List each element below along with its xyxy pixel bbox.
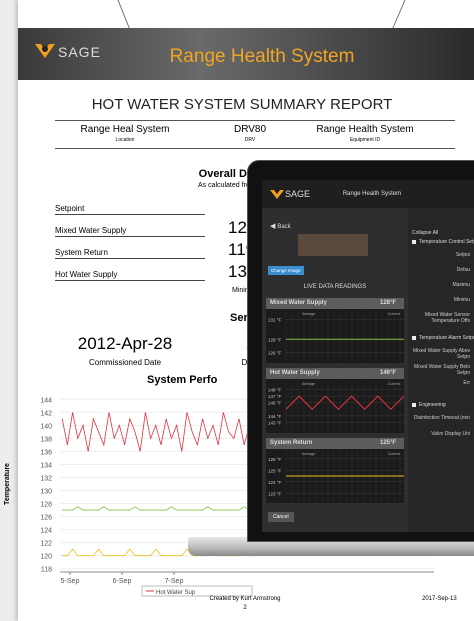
y-tick-label: 132	[40, 475, 52, 482]
logo: SAGE	[58, 44, 101, 60]
mini-chart: 148 °F147 °F 146 °F 144 °F143 °F Average Cur…	[266, 379, 404, 433]
series-line	[62, 507, 254, 510]
thumbnail	[298, 234, 368, 256]
y-tick-label: 134	[40, 462, 52, 469]
app-title: Range Health System	[343, 191, 401, 197]
setting-label: Disinfection Timeout (min	[412, 415, 470, 421]
mini-chart: 126 °F 125 °F 124 °F 123 °F Average Current	[266, 449, 404, 503]
y-tick-label: 146 °F	[268, 401, 282, 406]
group-title: Engineering	[419, 402, 446, 408]
cancel-button[interactable]: Cancel	[268, 512, 294, 522]
y-tick-label: 126 °F	[268, 457, 282, 462]
rule	[55, 120, 455, 121]
y-tick-label: 120	[40, 554, 52, 561]
setting-label: Err	[412, 380, 470, 386]
screen: SAGE Range Health System ◀ Back Change I…	[262, 180, 474, 532]
panel-reading: 125°F	[380, 440, 396, 446]
y-tick-label: 126 °F	[268, 350, 282, 355]
collapse-all[interactable]: Collapse All	[412, 230, 438, 236]
page: SAGE Range Health System HOT WATER SYSTE…	[0, 0, 474, 621]
setting-label: Valve Display Uni	[412, 431, 470, 437]
setting-label: Minimu	[412, 297, 470, 303]
x-tick-label: 7-Sep	[165, 578, 184, 585]
y-tick-label: 131 °F	[268, 318, 282, 323]
info-value: Range Health System	[316, 124, 413, 135]
average-label: Average	[302, 312, 315, 316]
y-tick-label: 128 °F	[268, 337, 282, 342]
info-label: DRV	[245, 137, 255, 143]
report-title: HOT WATER SYSTEM SUMMARY REPORT	[92, 96, 393, 113]
y-tick-label: 138	[40, 436, 52, 443]
current-label: Current	[388, 452, 400, 456]
y-tick-label: 123 °F	[268, 491, 282, 496]
info-value: DRV80	[234, 124, 266, 135]
x-tick-label: 6-Sep	[113, 578, 132, 585]
page-number: 2	[243, 605, 246, 611]
logo: SAGE	[285, 189, 310, 199]
checkbox	[412, 403, 416, 407]
y-tick-label: 128	[40, 502, 52, 509]
setting-label: Mixed Water Supply Belo Setpo	[412, 364, 470, 376]
footer-credit: Created by Kurt Armstrong	[209, 596, 280, 602]
panel-name: Hot Water Supply	[270, 370, 320, 376]
mini-chart: 131 °F 128 °F 126 °F Average Current	[266, 309, 404, 363]
commissioned-date: 2012-Apr-28	[78, 334, 173, 354]
x-tick-label: 5-Sep	[61, 578, 80, 585]
checkbox	[412, 336, 416, 340]
panel-reading: 146°F	[380, 370, 396, 376]
average-label: Average	[302, 452, 315, 456]
row-label: Mixed Water Supply	[55, 226, 205, 237]
y-axis-label: Temperature	[4, 463, 11, 505]
y-tick-label: 148 °F	[268, 388, 282, 393]
info-value: Range Heal System	[81, 124, 170, 135]
row-label: System Return	[55, 248, 205, 259]
group-title: Temperature Alarm Setpo	[419, 335, 474, 341]
setting-label: Maximu	[412, 282, 470, 288]
panel-name: Mixed Water Supply	[270, 300, 327, 306]
y-tick-label: 125 °F	[268, 468, 282, 473]
series-line	[62, 412, 254, 451]
panel-reading: 128°F	[380, 300, 396, 306]
change-image-button[interactable]: Change Image	[268, 266, 304, 275]
info-label: Location	[116, 137, 135, 143]
legend-label: Hot Water Sup	[156, 590, 196, 596]
logo-icon	[270, 188, 284, 200]
group-title: Temperature Control Setp	[419, 239, 474, 245]
y-tick-label: 144	[40, 397, 52, 404]
setting-label: Defau	[412, 267, 470, 273]
y-tick-label: 124 °F	[268, 480, 282, 485]
info-label: Equipment ID	[350, 137, 380, 143]
row-label: Setpoint	[55, 204, 205, 215]
current-label: Current	[388, 312, 400, 316]
current-label: Current	[388, 382, 400, 386]
rule	[55, 148, 455, 149]
row-label: Hot Water Supply	[55, 270, 205, 281]
y-tick-label: 130	[40, 489, 52, 496]
panel-name: System Return	[270, 440, 312, 446]
y-tick-label: 140	[40, 423, 52, 430]
back-button[interactable]: ◀ Back	[270, 222, 291, 230]
setting-label: Mixed Water Sensor Temperature Offs	[412, 312, 470, 324]
y-tick-label: 142	[40, 410, 52, 417]
y-tick-label: 143 °F	[268, 420, 282, 425]
y-tick-label: 118	[41, 567, 52, 574]
setting-label: Setpoi	[412, 252, 470, 258]
logo-icon	[34, 40, 56, 60]
chart-title: System Perfo	[147, 374, 218, 386]
label: Commissioned Date	[89, 358, 161, 367]
y-tick-label: 126	[40, 515, 52, 522]
footer-date: 2017-Sep-13	[422, 596, 457, 602]
y-tick-label: 147 °F	[268, 394, 282, 399]
y-tick-label: 144 °F	[268, 414, 282, 419]
average-label: Average	[302, 382, 315, 386]
y-tick-label: 124	[40, 528, 52, 535]
setting-label: Mixed Water Supply Abov Setpo	[412, 348, 470, 360]
back-label: Back	[277, 224, 290, 230]
checkbox	[412, 240, 416, 244]
live-title: LIVE DATA READINGS	[304, 284, 366, 290]
y-tick-label: 122	[40, 541, 52, 548]
banner-title: Range Health System	[170, 46, 355, 68]
y-tick-label: 136	[40, 449, 52, 456]
